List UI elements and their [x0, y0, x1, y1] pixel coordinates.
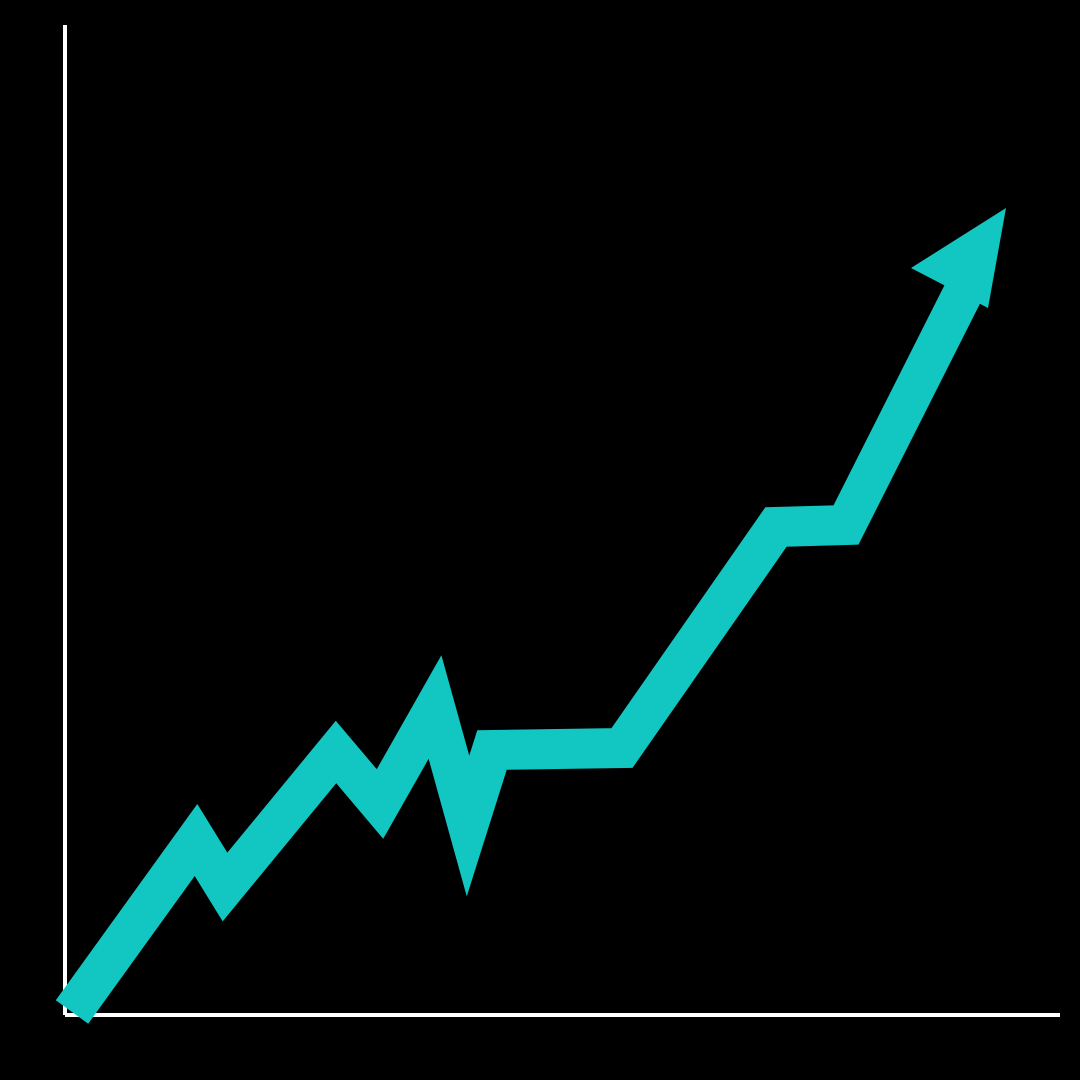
growth-chart — [0, 0, 1080, 1080]
